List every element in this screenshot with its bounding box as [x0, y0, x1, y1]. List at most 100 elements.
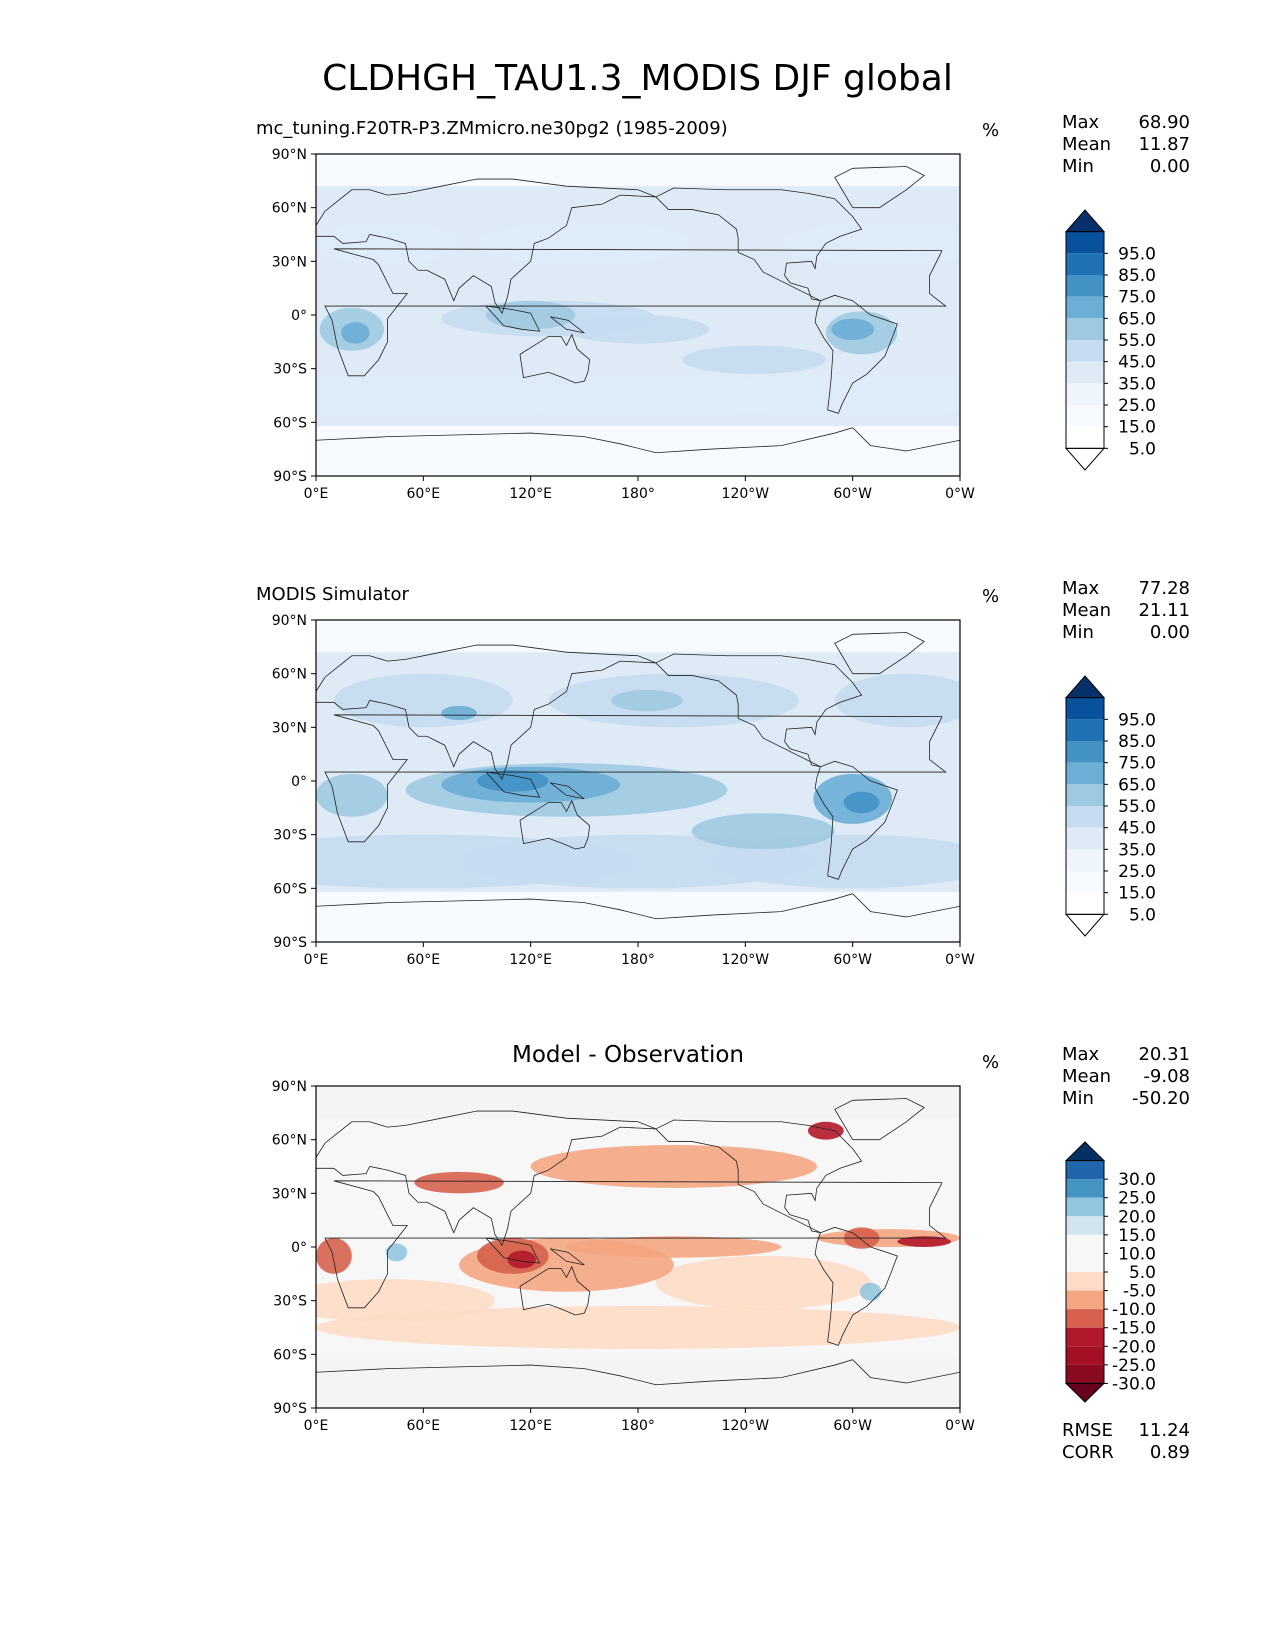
colorbar-tick-label: 45.0 [1118, 819, 1156, 839]
colorbar-tick-label: -20.0 [1112, 1337, 1156, 1357]
y-tick-label: 60°S [273, 1347, 307, 1363]
colorbar-tick-label: 95.0 [1118, 244, 1156, 264]
y-tick-label: 90°N [272, 613, 307, 629]
units-label: % [982, 120, 1000, 141]
units-label: % [982, 586, 1000, 607]
x-tick-label: 180° [621, 952, 655, 968]
coastline [324, 714, 947, 843]
no-data-band [316, 154, 960, 187]
colorbar-tick-label: 25.0 [1118, 1189, 1156, 1209]
colorbar-tick-label: 25.0 [1118, 396, 1156, 416]
x-tick-label: 0°E [304, 486, 329, 502]
colorbar-tick-label: 35.0 [1118, 840, 1156, 860]
contour-region [691, 374, 960, 417]
contour-region [566, 315, 710, 344]
y-tick-label: 90°S [273, 1401, 307, 1417]
y-tick-label: 60°S [273, 415, 307, 431]
coastlines [316, 166, 960, 454]
coastline [316, 644, 657, 781]
y-tick-label: 60°N [272, 667, 307, 683]
contour-region [477, 770, 549, 792]
colorbar-tick-label: 85.0 [1118, 732, 1156, 752]
panel-difference: Model - Observation % Max 20.31 Mean -9.08… [0, 1042, 1275, 1520]
coastline [519, 1265, 591, 1316]
map-field [316, 620, 960, 942]
stats-block: Max 68.90 Mean 11.87 Min 0.00 [1062, 112, 1190, 178]
contour-region [333, 673, 513, 728]
coastline [519, 333, 591, 384]
coastline [814, 294, 898, 414]
colorbar: 95.085.075.065.055.045.035.025.015.05.0 [1064, 675, 1156, 937]
y-tick-label: 30°N [272, 254, 307, 270]
colorbar-segment [1066, 762, 1104, 785]
x-tick-label: 180° [621, 1418, 655, 1434]
mean-value: -9.08 [1143, 1066, 1190, 1087]
colorbar-segment [1066, 1309, 1104, 1328]
colorbar-tick-label: 55.0 [1118, 797, 1156, 817]
coastline [316, 1110, 657, 1247]
colorbar-extend-bottom [1064, 1382, 1106, 1403]
mean-value: 11.87 [1138, 134, 1190, 155]
min-label: Min [1062, 622, 1094, 643]
max-value: 77.28 [1138, 578, 1190, 599]
y-tick-label: 60°S [273, 881, 307, 897]
coastline [655, 653, 863, 768]
colorbar-tick-label: -25.0 [1112, 1356, 1156, 1376]
colorbar-tick-label: 15.0 [1118, 884, 1156, 904]
x-tick-label: 0°E [304, 1418, 329, 1434]
colorbar-tick-label: 95.0 [1118, 710, 1156, 730]
coastline [316, 178, 657, 315]
x-tick-label: 60°W [833, 486, 872, 502]
y-tick-label: 90°S [273, 935, 307, 951]
colorbar-segment [1066, 892, 1104, 915]
x-tick-label: 0°W [945, 1418, 975, 1434]
contour-region [316, 1306, 960, 1349]
colorbar-tick-label: 5.0 [1129, 439, 1156, 459]
y-tick-label: 60°N [272, 1133, 307, 1149]
x-tick-label: 120°W [722, 486, 770, 502]
x-tick-label: 120°W [722, 952, 770, 968]
stats-block: Max 77.28 Mean 21.11 Min 0.00 [1062, 578, 1190, 644]
mean-label: Mean [1062, 134, 1112, 155]
contour-region [843, 791, 880, 814]
coastline [550, 782, 585, 800]
x-tick-label: 0°W [945, 952, 975, 968]
x-tick-label: 120°W [722, 1418, 770, 1434]
coastline [324, 1180, 947, 1309]
coastline [485, 1237, 541, 1264]
panel-title: MODIS Simulator [256, 584, 409, 605]
colorbar-segment [1066, 784, 1104, 806]
y-tick-label: 30°S [273, 362, 307, 378]
contour-region [781, 221, 960, 265]
contour-region [691, 813, 835, 849]
colorbar-extend-top [1064, 675, 1106, 699]
colorbar-segment [1066, 697, 1104, 720]
colorbar-segment [1066, 1197, 1104, 1217]
no-data-band [316, 1086, 960, 1119]
contour-region [316, 1279, 495, 1323]
panel-model: mc_tuning.F20TR-P3.ZMmicro.ne30pg2 (1985… [0, 112, 1275, 588]
colorbar-segment [1066, 1364, 1104, 1384]
y-tick-label: 30°S [273, 1294, 307, 1310]
max-label: Max [1062, 112, 1100, 133]
coastline [485, 771, 541, 798]
colorbar-segment [1066, 849, 1104, 871]
colorbar-segment [1066, 871, 1104, 893]
colorbar-tick-label: 65.0 [1118, 775, 1156, 795]
coastline [655, 1119, 863, 1234]
contour-region [316, 773, 388, 817]
y-tick-label: 30°N [272, 720, 307, 736]
corr-label: CORR [1062, 1442, 1114, 1463]
contour-region [414, 1171, 504, 1194]
coastline [324, 248, 947, 377]
contour-region [611, 689, 683, 712]
colorbar-tick-label: 45.0 [1118, 353, 1156, 373]
max-label: Max [1062, 1044, 1100, 1065]
colorbar: 30.025.020.015.010.05.0-5.0-10.0-15.0-20… [1064, 1141, 1156, 1403]
colorbar-segment [1066, 231, 1104, 254]
contour-region [441, 705, 477, 721]
figure-title: CLDHGH_TAU1.3_MODIS DJF global [322, 58, 953, 99]
coastline [485, 305, 541, 332]
colorbar-segment [1066, 1179, 1104, 1198]
colorbar-segment [1066, 275, 1104, 297]
